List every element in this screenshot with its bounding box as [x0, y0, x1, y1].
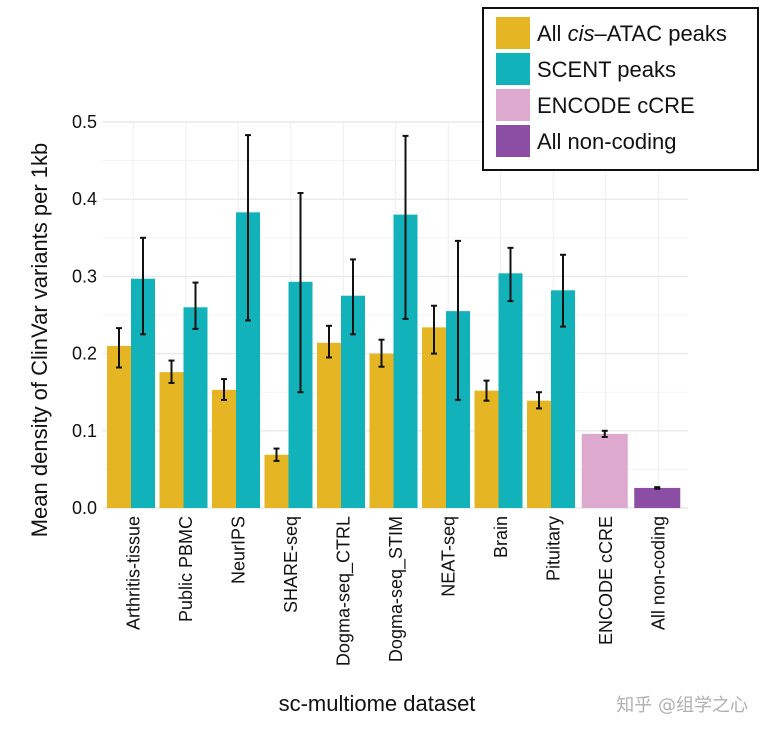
- x-tick-label: Dogma-seq_CTRL: [333, 516, 354, 666]
- y-axis-title: Mean density of ClinVar variants per 1kb: [27, 143, 52, 538]
- bar: [159, 372, 184, 508]
- bar: [581, 433, 628, 508]
- x-tick-label: Brain: [491, 516, 511, 558]
- x-tick-label: All non-coding: [648, 516, 668, 630]
- legend-label: ENCODE cCRE: [537, 93, 695, 118]
- bar: [474, 390, 499, 508]
- x-tick-label: NEAT-seq: [438, 516, 458, 597]
- legend-swatch: [496, 89, 530, 121]
- x-tick-label: SHARE-seq: [281, 516, 301, 613]
- watermark: 知乎 @组学之心: [616, 695, 748, 716]
- bar: [369, 353, 394, 508]
- error-bars: [116, 134, 661, 490]
- bar: [422, 327, 446, 508]
- bar: [317, 342, 341, 508]
- x-tick-label: Pituitary: [543, 516, 563, 581]
- y-tick-labels: 0.0 0.1 0.2 0.3 0.4 0.5: [72, 112, 97, 518]
- legend-swatch: [496, 53, 530, 85]
- y-tick-label: 0.2: [72, 344, 97, 364]
- bar: [107, 345, 131, 508]
- legend-swatch: [496, 125, 530, 157]
- x-tick-label: NeurIPS: [228, 516, 248, 584]
- bar: [264, 454, 289, 508]
- legend: All cis–ATAC peaks SCENT peaks ENCODE cCRE…: [482, 7, 759, 171]
- x-tick-label: ENCODE cCRE: [596, 516, 616, 645]
- y-tick-label: 0.4: [72, 189, 97, 209]
- y-tick-label: 0.3: [72, 266, 97, 286]
- bar: [212, 389, 236, 508]
- legend-label: All non-coding: [537, 129, 676, 154]
- bar: [183, 307, 208, 508]
- legend-swatch: [496, 17, 530, 49]
- legend-label: All cis–ATAC peaks: [537, 21, 727, 46]
- x-tick-label: Dogma-seq_STIM: [386, 516, 407, 662]
- bar: [634, 487, 681, 508]
- bar: [498, 273, 523, 508]
- x-tick-label: Public PBMC: [176, 516, 196, 622]
- x-tick-label: Arthritis-tissue: [123, 516, 143, 630]
- y-tick-label: 0.0: [72, 498, 97, 518]
- bars: [107, 212, 681, 508]
- x-tick-labels: Arthritis-tissue Public PBMC NeurIPS SHARE-…: [123, 516, 668, 666]
- legend-label: SCENT peaks: [537, 57, 676, 82]
- x-axis-title: sc-multiome dataset: [279, 691, 476, 716]
- bar: [527, 400, 551, 508]
- y-tick-label: 0.1: [72, 421, 97, 441]
- y-tick-label: 0.5: [72, 112, 97, 132]
